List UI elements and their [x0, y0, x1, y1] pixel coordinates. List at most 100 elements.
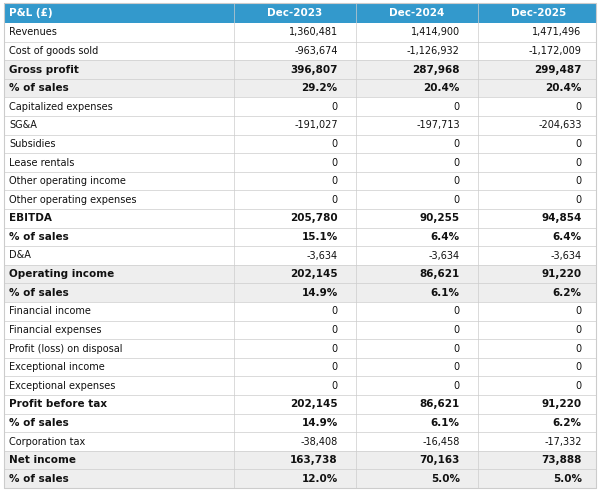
Text: 6.4%: 6.4% — [553, 232, 582, 242]
Text: -963,674: -963,674 — [294, 46, 338, 56]
FancyBboxPatch shape — [4, 116, 596, 135]
Text: 0: 0 — [454, 158, 460, 167]
Text: 0: 0 — [575, 176, 582, 186]
Text: 6.2%: 6.2% — [553, 418, 582, 428]
FancyBboxPatch shape — [4, 339, 596, 358]
Text: 0: 0 — [575, 139, 582, 149]
Text: -3,634: -3,634 — [307, 250, 338, 261]
Text: -197,713: -197,713 — [416, 120, 460, 130]
FancyBboxPatch shape — [4, 191, 596, 209]
Text: Capitalized expenses: Capitalized expenses — [9, 102, 113, 111]
Text: 0: 0 — [332, 306, 338, 316]
Text: 1,471,496: 1,471,496 — [532, 27, 582, 37]
FancyBboxPatch shape — [4, 265, 596, 283]
FancyBboxPatch shape — [4, 377, 596, 395]
Text: Financial expenses: Financial expenses — [9, 325, 101, 335]
Text: -3,634: -3,634 — [551, 250, 582, 261]
FancyBboxPatch shape — [4, 451, 596, 469]
Text: 205,780: 205,780 — [290, 213, 338, 223]
Text: 202,145: 202,145 — [290, 399, 338, 409]
Text: 5.0%: 5.0% — [553, 474, 582, 484]
Text: 0: 0 — [575, 381, 582, 391]
Text: -1,126,932: -1,126,932 — [407, 46, 460, 56]
Text: Corporation tax: Corporation tax — [9, 436, 85, 446]
Text: 6.1%: 6.1% — [431, 418, 460, 428]
FancyBboxPatch shape — [4, 321, 596, 339]
Text: 0: 0 — [332, 176, 338, 186]
Text: % of sales: % of sales — [9, 288, 69, 298]
FancyBboxPatch shape — [4, 3, 596, 23]
Text: Subsidies: Subsidies — [9, 139, 56, 149]
Text: -17,332: -17,332 — [544, 436, 582, 446]
Text: 91,220: 91,220 — [542, 269, 582, 279]
Text: 0: 0 — [454, 195, 460, 205]
FancyBboxPatch shape — [4, 246, 596, 265]
Text: 91,220: 91,220 — [542, 399, 582, 409]
Text: 90,255: 90,255 — [419, 213, 460, 223]
Text: % of sales: % of sales — [9, 83, 69, 93]
FancyBboxPatch shape — [4, 60, 596, 79]
Text: 6.2%: 6.2% — [553, 288, 582, 298]
Text: Other operating income: Other operating income — [9, 176, 126, 186]
FancyBboxPatch shape — [4, 469, 596, 488]
Text: 12.0%: 12.0% — [301, 474, 338, 484]
Text: % of sales: % of sales — [9, 474, 69, 484]
Text: Operating income: Operating income — [9, 269, 114, 279]
Text: P&L (£): P&L (£) — [9, 8, 53, 18]
Text: % of sales: % of sales — [9, 232, 69, 242]
Text: -204,633: -204,633 — [538, 120, 582, 130]
FancyBboxPatch shape — [4, 23, 596, 42]
Text: 0: 0 — [575, 325, 582, 335]
Text: -16,458: -16,458 — [422, 436, 460, 446]
FancyBboxPatch shape — [4, 209, 596, 228]
Text: 299,487: 299,487 — [534, 64, 582, 75]
Text: Dec-2024: Dec-2024 — [389, 8, 445, 18]
Text: 86,621: 86,621 — [419, 269, 460, 279]
Text: 73,888: 73,888 — [541, 455, 582, 465]
Text: 0: 0 — [454, 325, 460, 335]
FancyBboxPatch shape — [4, 302, 596, 321]
Text: 20.4%: 20.4% — [424, 83, 460, 93]
Text: 0: 0 — [454, 344, 460, 354]
FancyBboxPatch shape — [4, 135, 596, 153]
Text: 0: 0 — [332, 102, 338, 111]
Text: 0: 0 — [332, 139, 338, 149]
Text: Dec-2023: Dec-2023 — [268, 8, 323, 18]
Text: SG&A: SG&A — [9, 120, 37, 130]
Text: 0: 0 — [454, 381, 460, 391]
Text: Other operating expenses: Other operating expenses — [9, 195, 137, 205]
Text: 94,854: 94,854 — [541, 213, 582, 223]
Text: 0: 0 — [575, 344, 582, 354]
FancyBboxPatch shape — [4, 358, 596, 377]
Text: 15.1%: 15.1% — [301, 232, 338, 242]
Text: 0: 0 — [454, 139, 460, 149]
Text: 86,621: 86,621 — [419, 399, 460, 409]
Text: Cost of goods sold: Cost of goods sold — [9, 46, 98, 56]
FancyBboxPatch shape — [4, 97, 596, 116]
Text: 202,145: 202,145 — [290, 269, 338, 279]
Text: Lease rentals: Lease rentals — [9, 158, 74, 167]
Text: 0: 0 — [332, 158, 338, 167]
Text: 0: 0 — [454, 102, 460, 111]
Text: 163,738: 163,738 — [290, 455, 338, 465]
FancyBboxPatch shape — [4, 42, 596, 60]
Text: 70,163: 70,163 — [419, 455, 460, 465]
Text: 0: 0 — [575, 158, 582, 167]
Text: 0: 0 — [332, 325, 338, 335]
Text: 0: 0 — [575, 362, 582, 372]
Text: -1,172,009: -1,172,009 — [529, 46, 582, 56]
Text: 14.9%: 14.9% — [301, 288, 338, 298]
Text: Profit (loss) on disposal: Profit (loss) on disposal — [9, 344, 122, 354]
Text: 14.9%: 14.9% — [301, 418, 338, 428]
Text: 287,968: 287,968 — [412, 64, 460, 75]
Text: 0: 0 — [332, 344, 338, 354]
FancyBboxPatch shape — [4, 172, 596, 191]
FancyBboxPatch shape — [4, 413, 596, 432]
Text: 0: 0 — [332, 362, 338, 372]
FancyBboxPatch shape — [4, 283, 596, 302]
FancyBboxPatch shape — [4, 432, 596, 451]
Text: Revenues: Revenues — [9, 27, 57, 37]
Text: 0: 0 — [332, 195, 338, 205]
Text: EBITDA: EBITDA — [9, 213, 52, 223]
Text: 0: 0 — [332, 381, 338, 391]
